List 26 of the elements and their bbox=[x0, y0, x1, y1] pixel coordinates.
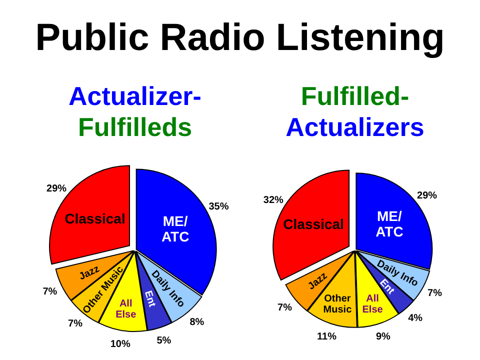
slice-label: ME/ATC bbox=[376, 208, 404, 240]
slice-label: Ent bbox=[142, 290, 158, 309]
data-label: 7% bbox=[68, 318, 83, 330]
data-label: 29% bbox=[417, 190, 438, 202]
slice-label: Classical bbox=[283, 216, 344, 232]
slice-label: All Else bbox=[116, 298, 137, 320]
data-label: 32% bbox=[263, 194, 284, 206]
data-label: 8% bbox=[190, 316, 204, 328]
slice-label: Classical bbox=[64, 210, 126, 226]
chart-title: Fulfilled-Actualizers bbox=[286, 81, 424, 142]
data-label: 7% bbox=[42, 286, 58, 298]
data-label: 5% bbox=[156, 335, 172, 346]
chart-title: Actualizer-Fulfilleds bbox=[68, 81, 202, 142]
slice-label: Jazz bbox=[78, 264, 102, 283]
data-label: 10% bbox=[110, 338, 130, 350]
data-label: 7% bbox=[428, 288, 442, 300]
data-label: 11% bbox=[317, 331, 337, 342]
data-label: 9% bbox=[376, 331, 391, 342]
slice-label: Other Music bbox=[323, 293, 352, 316]
data-label: 7% bbox=[278, 302, 292, 314]
data-label: 35% bbox=[208, 202, 229, 213]
slice-label: ME/ATC bbox=[161, 213, 190, 245]
data-label: 29% bbox=[46, 184, 67, 194]
slice-label: Jazz bbox=[306, 270, 330, 292]
text: Public Radio Listening bbox=[35, 17, 445, 59]
data-label: 4% bbox=[408, 312, 423, 324]
